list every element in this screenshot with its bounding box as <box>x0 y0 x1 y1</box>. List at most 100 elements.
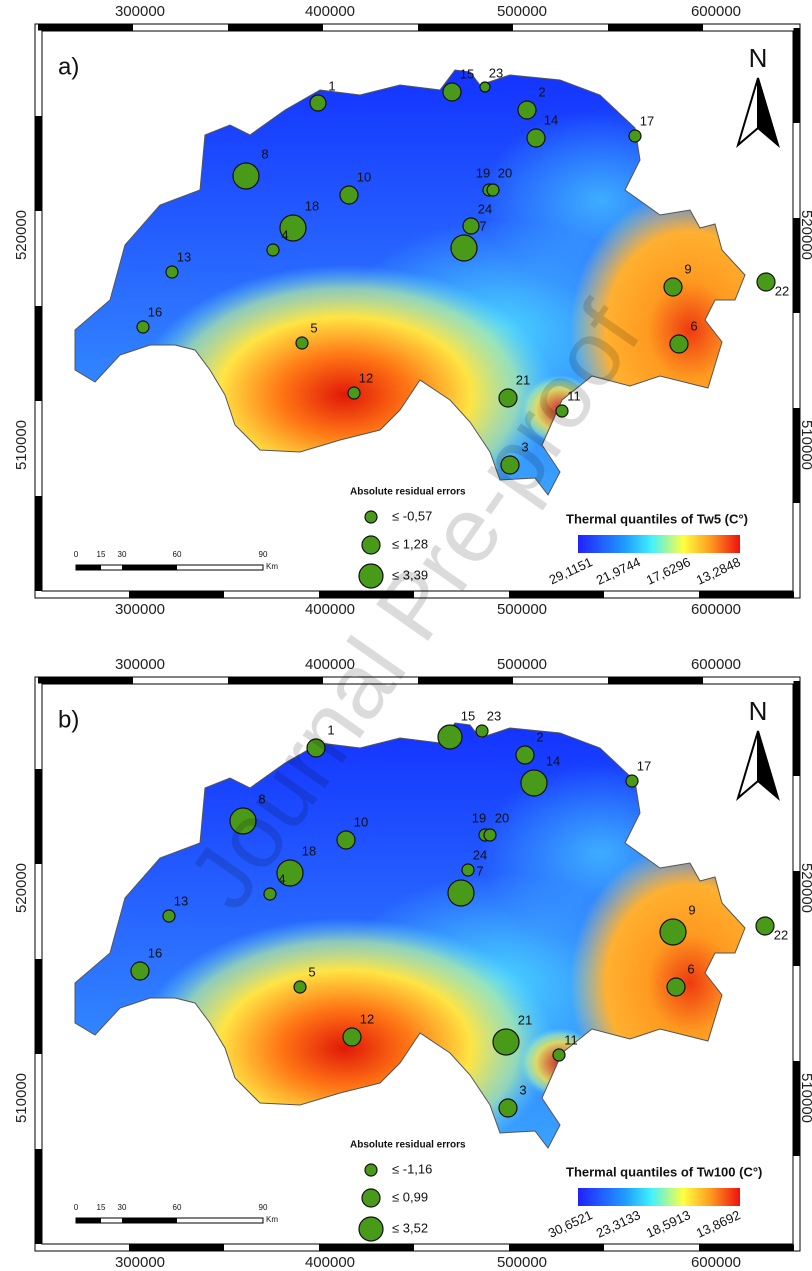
x-coordinate-label: 600000 <box>691 656 741 673</box>
y-coordinate-label: 520000 <box>798 863 812 913</box>
station-marker <box>476 725 488 737</box>
station-marker <box>163 910 175 922</box>
station-marker <box>521 770 547 796</box>
station-marker <box>756 917 774 935</box>
station-label: 6 <box>687 961 694 976</box>
station-marker <box>553 1049 565 1061</box>
station-label: 3 <box>519 1082 526 1097</box>
x-coordinate-label: 400000 <box>305 1254 355 1271</box>
station-marker <box>664 278 682 296</box>
panel-label: a) <box>58 53 79 80</box>
station-label: 21 <box>518 1012 532 1027</box>
y-coordinate-label: 510000 <box>13 420 30 470</box>
station-label: 7 <box>476 863 483 878</box>
station-marker <box>131 962 149 980</box>
legend-title: Absolute residual errors <box>350 1140 466 1151</box>
station-marker <box>480 82 490 92</box>
scale-bar-segment <box>122 1218 177 1223</box>
x-coordinate-label: 600000 <box>691 601 741 618</box>
station-label: 10 <box>354 814 368 829</box>
station-marker <box>438 725 462 749</box>
station-marker <box>518 101 536 119</box>
panel-label: b) <box>58 706 79 733</box>
station-label: 10 <box>357 169 371 184</box>
station-label: 13 <box>177 249 191 264</box>
station-label: 16 <box>148 304 162 319</box>
station-marker <box>310 95 326 111</box>
station-label: 17 <box>640 113 654 128</box>
station-marker <box>493 1029 519 1055</box>
station-marker <box>660 919 686 945</box>
station-label: 8 <box>261 146 268 161</box>
scale-tick-label: 30 <box>118 550 127 559</box>
colorbar-title: Thermal quantiles of Tw5 (C°) <box>566 511 748 526</box>
scale-bar-segment <box>122 565 177 570</box>
legend-marker <box>365 511 377 523</box>
station-marker <box>629 130 641 142</box>
scale-tick-label: 60 <box>173 1203 182 1212</box>
y-coordinate-label: 520000 <box>13 210 30 260</box>
station-label: 23 <box>487 708 501 723</box>
north-label: N <box>749 43 768 73</box>
station-marker <box>463 218 479 234</box>
scale-tick-label: 90 <box>259 1203 268 1212</box>
y-coordinate-label: 510000 <box>13 1073 30 1123</box>
x-coordinate-label: 300000 <box>115 656 165 673</box>
x-coordinate-label: 500000 <box>497 3 547 20</box>
station-label: 20 <box>498 165 512 180</box>
station-label: 9 <box>684 261 691 276</box>
station-label: 24 <box>473 847 487 862</box>
colorbar <box>578 1188 740 1206</box>
station-marker <box>137 321 149 333</box>
station-marker <box>499 1099 517 1117</box>
station-label: 7 <box>479 218 486 233</box>
station-label: 13 <box>174 893 188 908</box>
legend-marker <box>362 536 380 554</box>
station-marker <box>294 981 306 993</box>
y-coordinate-label: 520000 <box>13 863 30 913</box>
legend-marker <box>365 1164 377 1176</box>
scale-bar-segment <box>76 565 101 570</box>
scale-tick-label: 90 <box>259 550 268 559</box>
x-coordinate-label: 600000 <box>691 3 741 20</box>
colorbar-title: Thermal quantiles of Tw100 (C°) <box>566 1164 762 1179</box>
station-marker <box>516 746 534 764</box>
station-label: 19 <box>472 810 486 825</box>
y-coordinate-label: 520000 <box>798 210 812 260</box>
x-coordinate-label: 400000 <box>305 3 355 20</box>
station-label: 14 <box>544 112 558 127</box>
station-label: 11 <box>564 1032 578 1047</box>
station-label: 15 <box>461 708 475 723</box>
scale-tick-label: 60 <box>173 550 182 559</box>
station-marker <box>667 978 685 996</box>
station-marker <box>233 163 259 189</box>
station-marker <box>296 337 308 349</box>
station-marker <box>670 335 688 353</box>
x-coordinate-label: 500000 <box>497 656 547 673</box>
station-marker <box>527 129 545 147</box>
station-marker <box>462 864 474 876</box>
station-marker <box>451 235 477 261</box>
scale-tick-label: 15 <box>97 1203 106 1212</box>
x-coordinate-label: 500000 <box>497 601 547 618</box>
station-label: 19 <box>476 165 490 180</box>
y-coordinate-label: 510000 <box>798 420 812 470</box>
station-label: 9 <box>688 902 695 917</box>
scale-unit: Km <box>266 562 278 571</box>
scale-tick-label: 0 <box>74 550 79 559</box>
station-label: 2 <box>538 84 545 99</box>
scale-tick-label: 15 <box>97 550 106 559</box>
legend-label: ≤ -1,16 <box>392 1161 432 1176</box>
station-marker <box>487 184 499 196</box>
scale-tick-label: 30 <box>118 1203 127 1212</box>
station-label: 16 <box>148 945 162 960</box>
station-label: 18 <box>305 198 319 213</box>
page: 300000 300000 400000 400000 500000 500000 6000… <box>0 0 812 1271</box>
x-coordinate-label: 300000 <box>115 3 165 20</box>
station-label: 23 <box>489 65 503 80</box>
map-panel: 3000003000004000004000005000005000006000… <box>13 656 812 1271</box>
station-label: 22 <box>775 283 789 298</box>
legend-label: ≤ 0,99 <box>392 1189 428 1204</box>
station-label: 1 <box>328 78 335 93</box>
x-coordinate-label: 300000 <box>115 601 165 618</box>
